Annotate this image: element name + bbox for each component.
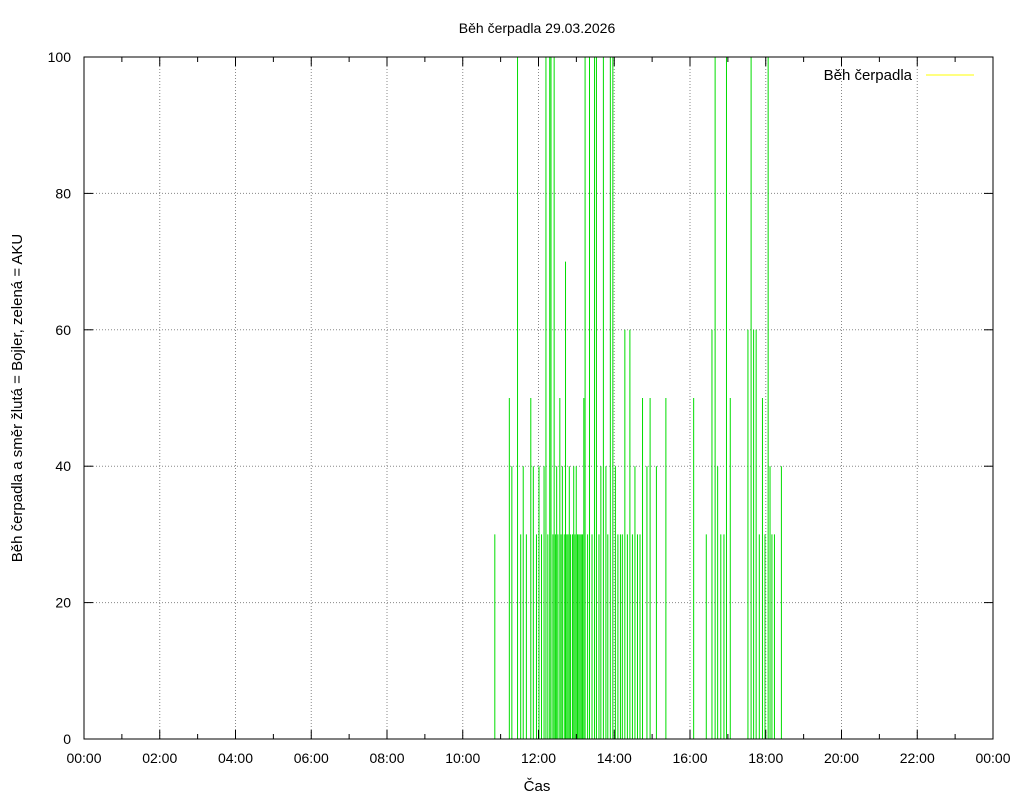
x-tick-label: 12:00 <box>521 750 556 766</box>
x-tick-label: 00:00 <box>66 750 101 766</box>
x-tick-label: 16:00 <box>672 750 707 766</box>
x-tick-label: 18:00 <box>748 750 783 766</box>
x-tick-label: 20:00 <box>824 750 859 766</box>
y-tick-label: 100 <box>48 49 72 65</box>
x-tick-label: 06:00 <box>294 750 329 766</box>
x-axis-label: Čas <box>524 778 551 795</box>
x-tick-label: 08:00 <box>369 750 404 766</box>
x-tick-label: 10:00 <box>445 750 480 766</box>
legend-label: Běh čerpadla <box>824 67 913 84</box>
chart-title: Běh čerpadla 29.03.2026 <box>459 20 616 36</box>
x-tick-label: 02:00 <box>142 750 177 766</box>
legend: Běh čerpadla <box>824 67 974 84</box>
y-tick-label: 0 <box>63 731 71 747</box>
y-tick-label: 20 <box>55 595 71 611</box>
x-tick-label: 04:00 <box>218 750 253 766</box>
y-tick-labels: 0 20 40 60 80 100 <box>48 49 72 747</box>
x-tick-label: 14:00 <box>597 750 632 766</box>
y-tick-label: 60 <box>55 322 71 338</box>
y-axis-label: Běh čerpadla a směr žlutá = Bojler, zele… <box>9 234 26 563</box>
x-tick-label: 00:00 <box>975 750 1010 766</box>
data-bars <box>494 57 782 739</box>
y-tick-label: 80 <box>55 185 71 201</box>
y-tick-label: 40 <box>55 458 71 474</box>
x-tick-label: 22:00 <box>900 750 935 766</box>
axis-ticks <box>83 56 994 740</box>
x-tick-labels: 00:00 02:00 04:00 06:00 08:00 10:00 12:00 14:00… <box>66 750 1010 766</box>
